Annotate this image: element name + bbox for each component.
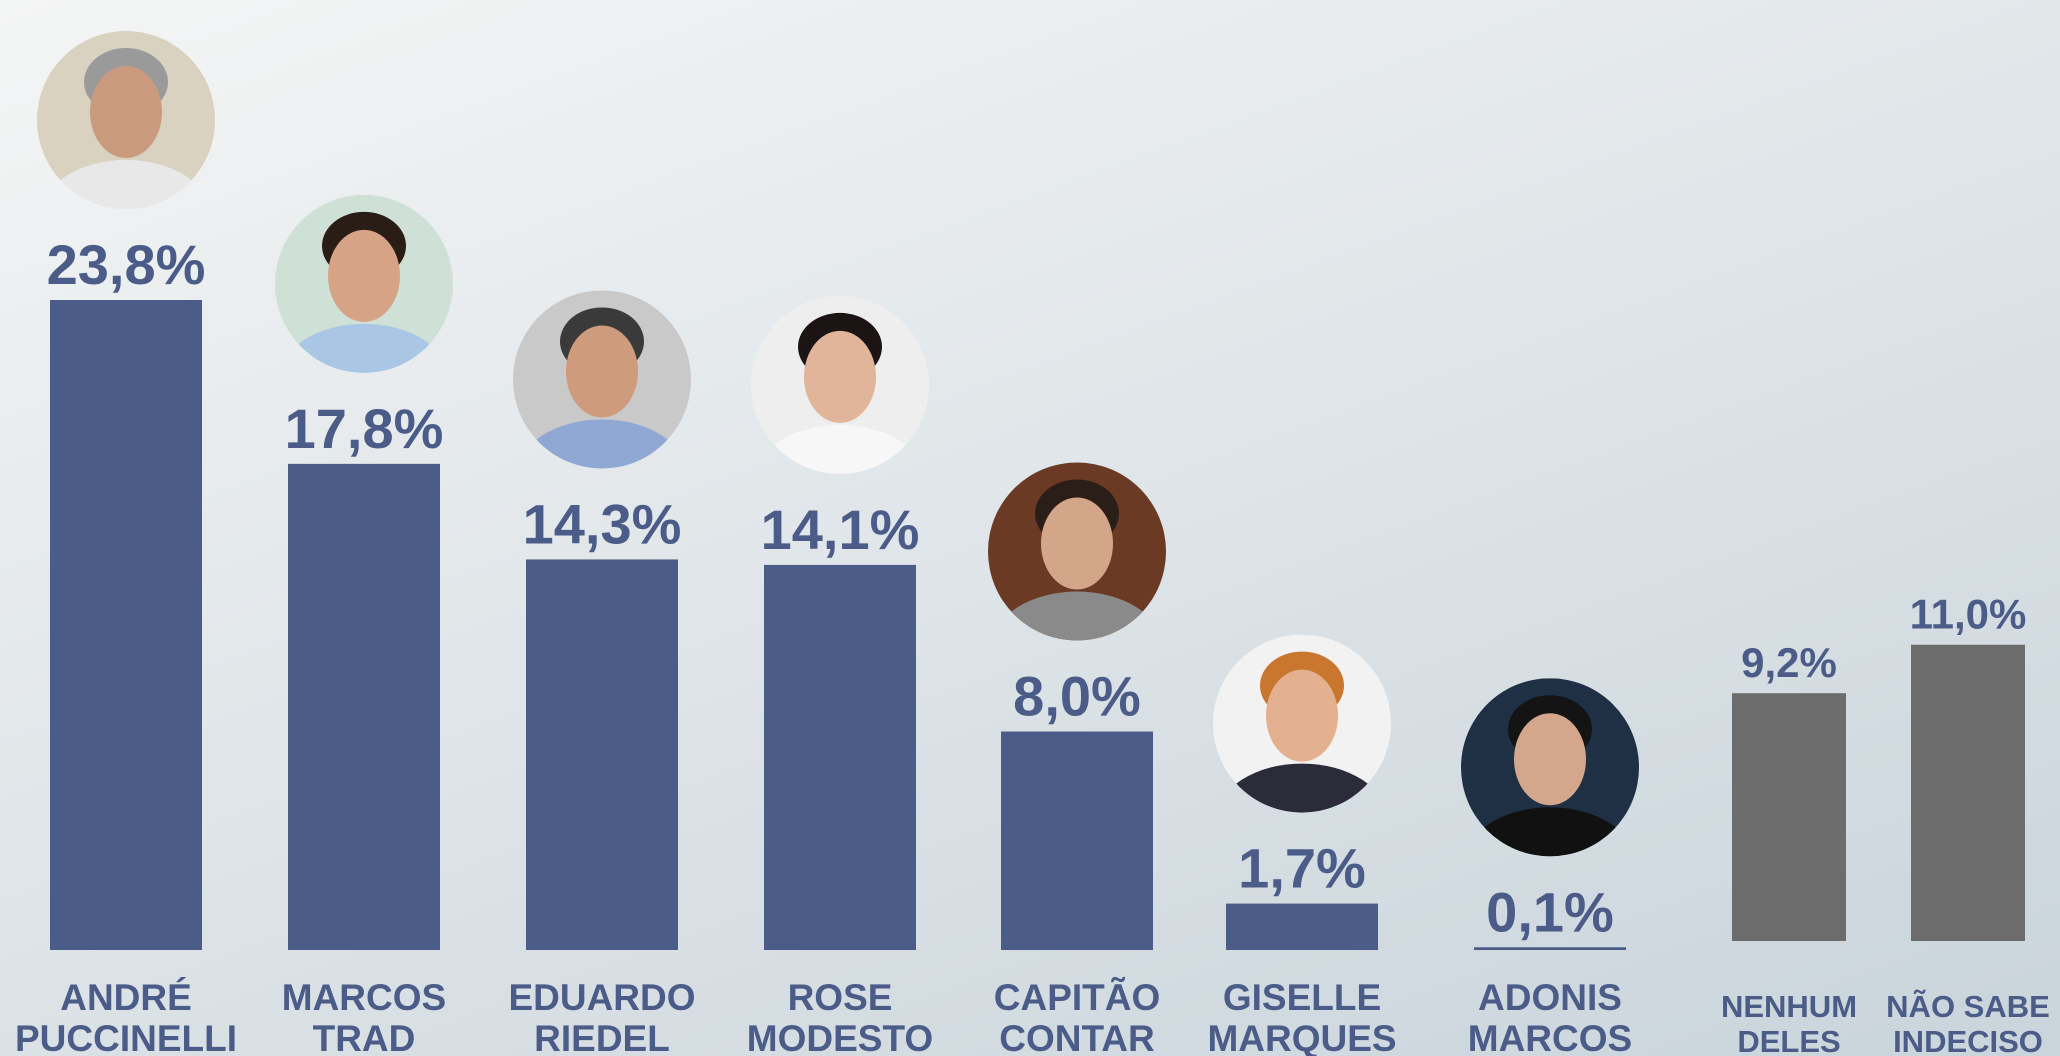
value-label: 1,7%	[1238, 837, 1366, 900]
value-label: 23,8%	[47, 233, 206, 296]
category-label: MARCOS	[1468, 1018, 1632, 1056]
category-label: ROSE	[788, 977, 893, 1018]
bar	[1226, 904, 1378, 950]
category-label: NENHUM	[1721, 989, 1857, 1024]
photo-face	[804, 331, 876, 423]
bar	[1732, 693, 1846, 941]
bar	[1474, 947, 1626, 950]
category-label: ANDRÉ	[60, 977, 192, 1018]
category-label: RIEDEL	[534, 1018, 670, 1056]
chart: 23,8%ANDRÉPUCCINELLI17,8%MARCOSTRAD14,3%…	[0, 0, 2060, 1056]
bar	[50, 300, 202, 950]
value-label: 8,0%	[1013, 665, 1141, 728]
value-label: 14,1%	[761, 498, 920, 561]
value-label: 17,8%	[285, 397, 444, 460]
bar	[1001, 732, 1153, 950]
category-label: CAPITÃO	[994, 976, 1161, 1018]
photo-face	[328, 230, 400, 322]
photo-face	[90, 66, 162, 158]
category-label: MODESTO	[747, 1018, 933, 1056]
photo-face	[566, 325, 638, 417]
category-label: MARCOS	[282, 977, 446, 1018]
category-label: DELES	[1737, 1024, 1840, 1056]
value-label: 14,3%	[523, 492, 682, 555]
bar	[1911, 645, 2025, 941]
category-label: PUCCINELLI	[15, 1018, 237, 1056]
category-label: GISELLE	[1223, 977, 1381, 1018]
value-label: 11,0%	[1910, 591, 2027, 638]
value-label: 9,2%	[1741, 639, 1837, 686]
photo-face	[1514, 713, 1586, 805]
category-label: TRAD	[313, 1018, 416, 1056]
category-label: INDECISO	[1893, 1024, 2043, 1056]
bar	[526, 559, 678, 950]
category-label: EDUARDO	[508, 977, 695, 1018]
category-label: ADONIS	[1478, 977, 1622, 1018]
photo-face	[1041, 498, 1113, 590]
category-label: MARQUES	[1207, 1018, 1396, 1056]
photo-face	[1266, 670, 1338, 762]
category-label: NÃO SABE	[1886, 989, 2050, 1024]
bar	[288, 464, 440, 950]
value-label: 0,1%	[1486, 880, 1614, 943]
bar	[764, 565, 916, 950]
category-label: CONTAR	[999, 1018, 1155, 1056]
